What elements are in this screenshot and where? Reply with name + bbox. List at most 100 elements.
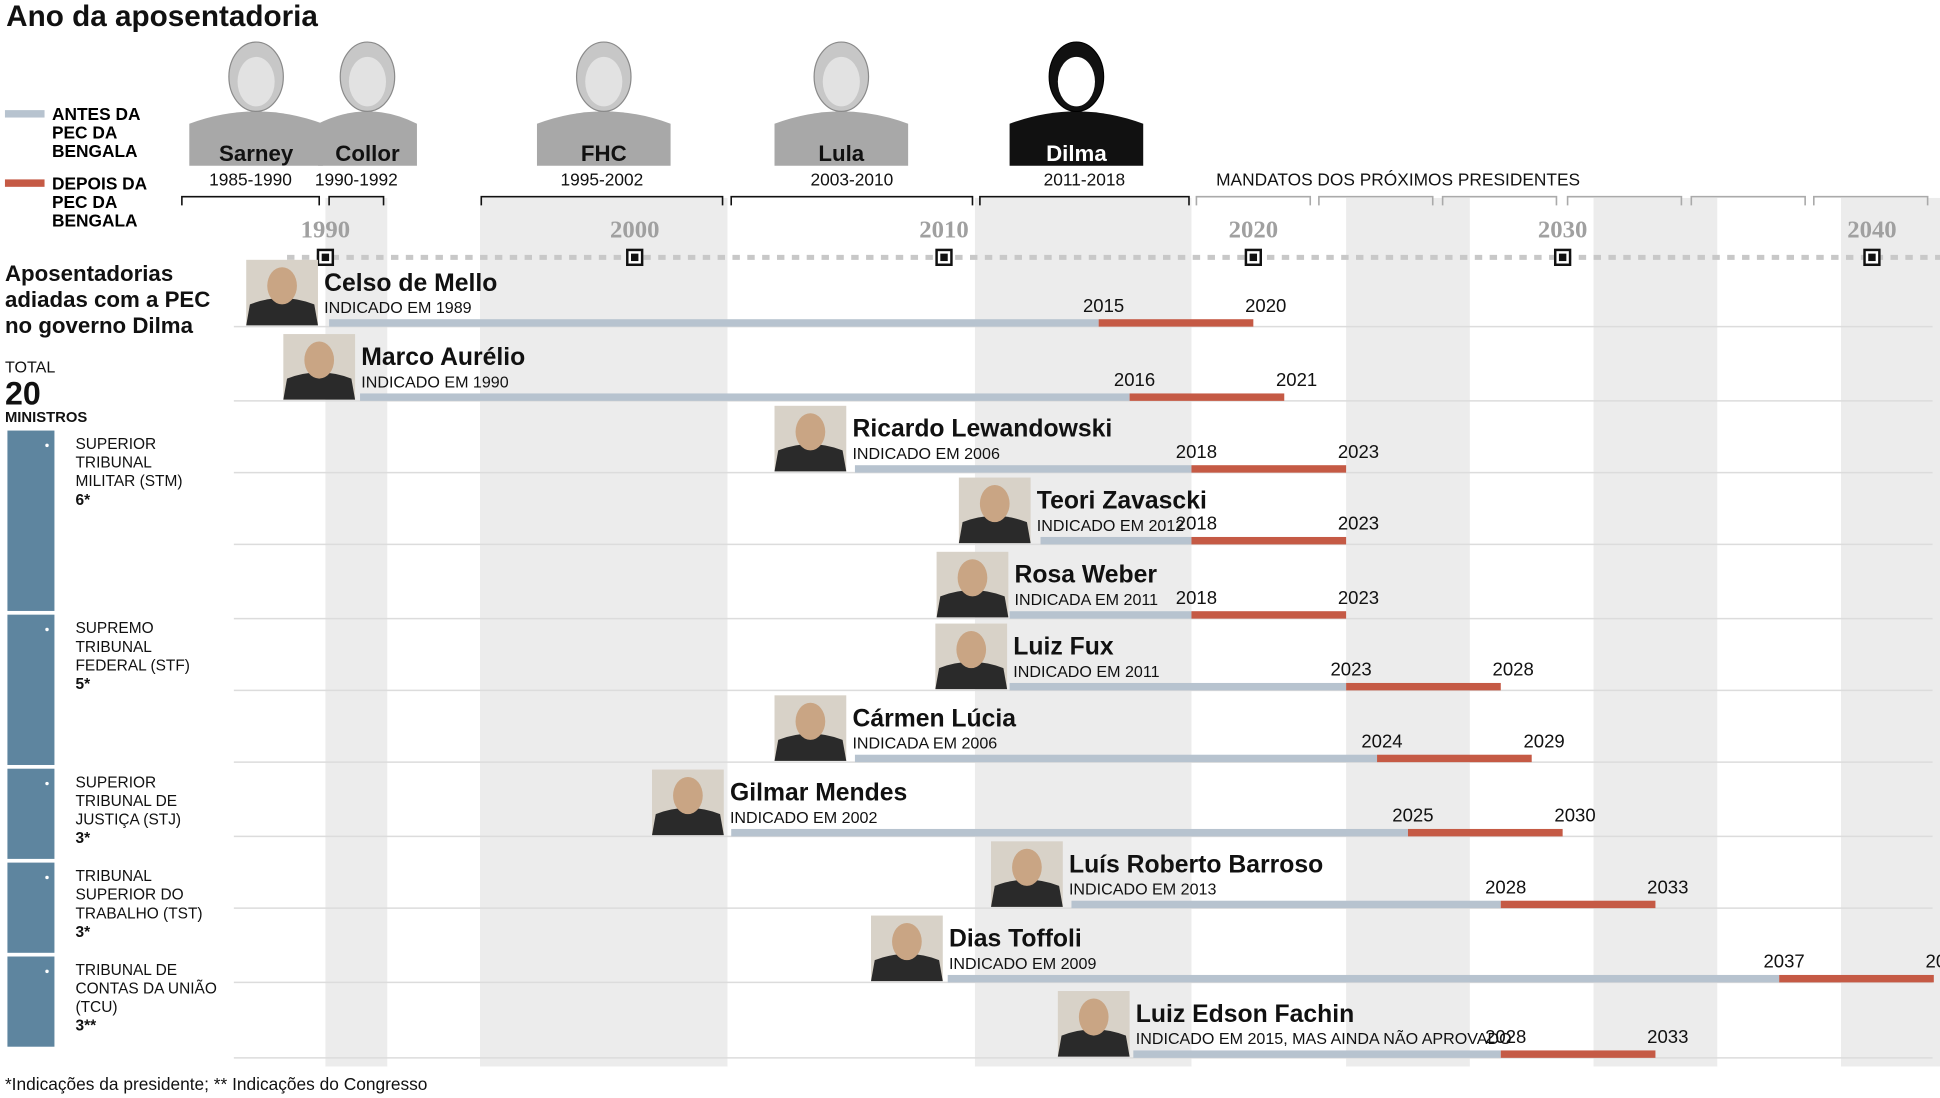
photo-suit — [246, 298, 318, 326]
x-tick-label: 1990 — [301, 217, 350, 244]
x-tick-marker-core — [1249, 253, 1258, 262]
photo-face — [979, 485, 1010, 523]
minister-photo — [774, 405, 847, 472]
court-name: SUPERIOR TRIBUNAL MILITAR (STM) — [75, 436, 182, 490]
term-bracket — [979, 195, 1190, 206]
court-name: TRIBUNAL SUPERIOR DO TRABALHO (TST) — [75, 868, 202, 922]
photo-suit — [774, 444, 847, 472]
court-bar-dot — [45, 443, 49, 448]
photo-suit — [652, 807, 724, 836]
court-bar-dot — [45, 875, 49, 880]
minister-name: Gilmar Mendes — [730, 779, 907, 806]
president-fhc: FHC 1995-2002 — [480, 41, 724, 206]
photo-face — [304, 341, 335, 379]
minister-photo — [246, 259, 318, 326]
future-mandates-label: MANDATOS DOS PRÓXIMOS PRESIDENTES — [1216, 170, 1580, 190]
minister-photo — [1057, 991, 1130, 1057]
x-tick-label: 2020 — [1229, 217, 1278, 244]
president-name: Lula — [818, 141, 864, 166]
minister-name: Ricardo Lewandowski — [852, 416, 1112, 443]
future-mandate-bracket — [1195, 195, 1312, 206]
court-name: SUPERIOR TRIBUNAL DE JUSTIÇA (STJ) — [75, 774, 181, 828]
bar-before — [854, 465, 1192, 473]
minister-note: INDICADO EM 2012 — [1037, 517, 1184, 535]
bar-after — [1500, 1050, 1656, 1058]
photo-suit — [774, 733, 847, 761]
term-bracket — [181, 195, 321, 206]
president-name: Collor — [335, 141, 400, 166]
bar-after — [1191, 465, 1347, 473]
future-mandate-bracket — [1318, 195, 1434, 206]
photo-suit — [991, 879, 1063, 907]
background-band — [1593, 197, 1718, 1067]
legend-label-before: ANTES DA PEC DA BENGALA — [52, 104, 141, 161]
background-band — [974, 197, 1192, 1067]
photo-face — [795, 413, 826, 451]
x-tick-marker-core — [940, 253, 948, 262]
minister-row: 2016 2021 Marco Aurélio INDICADO EM 1990 — [283, 334, 1317, 401]
bar-before — [1009, 682, 1347, 691]
court-count: 6* — [75, 492, 90, 509]
minister-note: INDICADO EM 2011 — [1013, 663, 1159, 681]
court-count: 5* — [75, 676, 90, 693]
photo-face — [1078, 998, 1109, 1036]
retire-after-label: 2033 — [1647, 1026, 1688, 1047]
term-bracket — [480, 195, 724, 206]
photo-face — [1012, 848, 1042, 886]
minister-photo — [283, 334, 356, 400]
minister-row: 2023 2028 Luiz Fux INDICADO EM 2011 — [935, 623, 1534, 691]
president-name: Sarney — [219, 141, 294, 166]
retire-before-label: 2037 — [1763, 951, 1804, 972]
photo-suit — [871, 953, 943, 982]
background-band — [1841, 197, 1940, 1067]
photo-face — [957, 559, 988, 597]
minister-photo — [936, 551, 1009, 618]
bar-before — [360, 393, 1130, 401]
minister-note: INDICADO EM 1989 — [324, 299, 471, 317]
president-lula: Lula 2003-2010 — [730, 41, 974, 206]
court-bar-dot — [45, 969, 49, 974]
president-sarney: Sarney 1985-1990 — [181, 41, 323, 206]
court-count: 3* — [75, 830, 90, 847]
x-tick-label: 2040 — [1847, 217, 1896, 244]
bar-after — [1500, 900, 1656, 909]
retire-after-label: 2023 — [1338, 441, 1379, 462]
photo-face — [795, 702, 826, 740]
term-bracket — [730, 195, 974, 206]
court-name: SUPREMO TRIBUNAL FEDERAL (STF) — [75, 620, 189, 674]
court-count: 3* — [75, 924, 90, 941]
minister-note: INDICADO EM 1990 — [361, 373, 508, 391]
portrait-face — [822, 56, 860, 107]
bar-after — [1407, 828, 1563, 837]
court-bar — [7, 430, 55, 611]
president-collor: Collor 1990-1992 — [315, 41, 417, 206]
court-bar — [7, 614, 55, 765]
minister-photo — [935, 623, 1008, 690]
bar-before — [329, 319, 1099, 327]
bar-before — [854, 754, 1378, 763]
president-term: 1990-1992 — [315, 170, 398, 190]
minister-name: Teori Zavascki — [1037, 488, 1207, 515]
president-portrait — [1009, 111, 1144, 166]
retire-before-label: 2018 — [1176, 441, 1217, 462]
bar-before — [1071, 900, 1501, 909]
minister-row: 2018 2023 Ricardo Lewandowski INDICADO EM 2… — [774, 405, 1379, 473]
minister-photo — [958, 477, 1031, 544]
legend: ANTES DA PEC DA BENGALA DEPOIS DA PEC DA BENG… — [4, 104, 148, 230]
bar-after — [1346, 682, 1501, 691]
photo-suit — [1057, 1029, 1130, 1057]
president-portrait — [774, 111, 909, 166]
bar-after — [1191, 611, 1347, 619]
retire-before-label: 2025 — [1392, 805, 1433, 826]
photo-suit — [936, 590, 1009, 618]
photo-suit — [283, 372, 356, 400]
bar-before — [1009, 611, 1192, 619]
x-tick-label: 2000 — [610, 217, 659, 244]
minister-name: Dias Toffoli — [949, 925, 1082, 952]
president-term: 2011-2018 — [1044, 170, 1126, 190]
retire-before-label: 2024 — [1361, 730, 1402, 751]
photo-face — [673, 776, 703, 815]
minister-name: Luiz Fux — [1013, 634, 1114, 661]
minister-row: 2018 2023 Rosa Weber INDICADA EM 2011 — [936, 551, 1379, 619]
